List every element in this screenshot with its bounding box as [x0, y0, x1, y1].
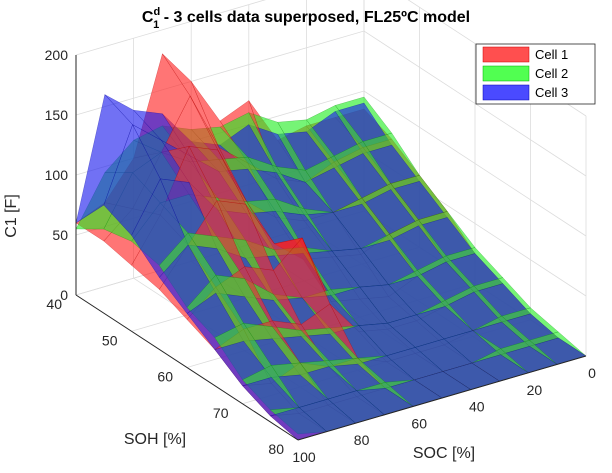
x-axis-label: SOC [%] [413, 445, 475, 462]
x-tick-label: 60 [411, 415, 427, 431]
axis-layer: 0 20 40 60 80 100 40 50 60 70 80 0 50 100 150 200 [45, 47, 596, 465]
y-tick-label: 70 [213, 405, 229, 421]
y-tick-label: 80 [268, 441, 284, 457]
z-tick-label: 0 [60, 287, 68, 303]
x-axis-line [297, 355, 587, 441]
z-axis-label: C1 [F] [3, 194, 20, 238]
title-subscript: 1 [153, 19, 159, 31]
legend: Cell 1 Cell 2 Cell 3 [475, 43, 596, 105]
title-base: C [142, 9, 154, 26]
title-rest: - 3 cells data superposed, FL25ºC model [159, 9, 470, 26]
legend-label-cell-2: Cell 2 [535, 66, 568, 81]
x-tick-label: 40 [469, 399, 485, 415]
chart-title: Cd 1 - 3 cells data superposed, FL25ºC mo… [142, 6, 470, 31]
title-superscript: d [153, 6, 160, 18]
x-tick-label: 20 [527, 382, 543, 398]
x-tick-label: 0 [588, 365, 596, 381]
legend-swatch-cell-2 [482, 65, 530, 82]
z-tick-label: 100 [45, 167, 69, 183]
y-tick-label: 50 [102, 332, 118, 348]
x-tick-label: 100 [292, 449, 316, 465]
y-axis-label: SOH [%] [124, 431, 186, 448]
z-tick-label: 150 [45, 107, 69, 123]
z-tick-label: 200 [45, 47, 69, 63]
y-axis-line [75, 294, 299, 441]
legend-label-cell-3: Cell 3 [535, 85, 568, 100]
z-tick-label: 50 [52, 227, 68, 243]
surface-layer [75, 53, 587, 441]
legend-swatch-cell-1 [482, 46, 530, 63]
legend-label-cell-1: Cell 1 [535, 47, 568, 62]
x-tick-label: 80 [354, 432, 370, 448]
legend-swatch-cell-3 [482, 84, 530, 101]
y-tick-label: 40 [46, 296, 62, 312]
y-tick-label: 60 [157, 369, 173, 385]
